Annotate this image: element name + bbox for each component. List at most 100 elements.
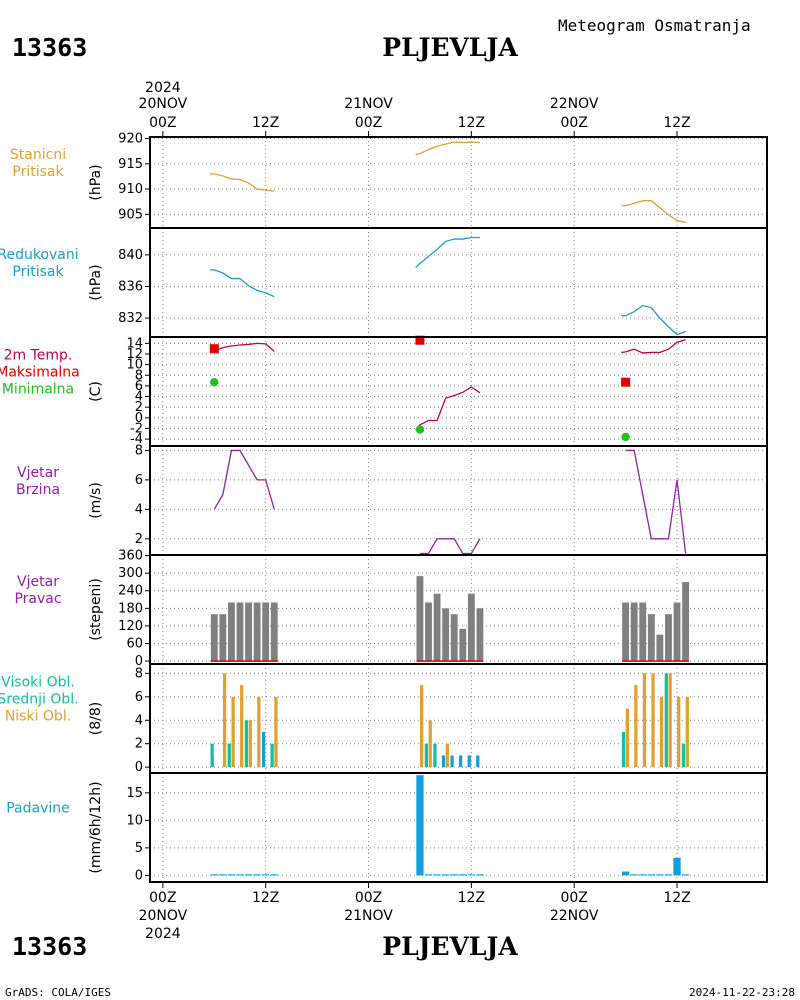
bar — [625, 708, 629, 768]
variable-label: Maksimalna — [0, 365, 80, 381]
bar — [677, 696, 681, 768]
bar — [673, 602, 681, 662]
y-tick-label: 836 — [118, 279, 143, 294]
y-tick-label: 0 — [135, 654, 143, 669]
bar — [445, 743, 449, 768]
bar — [673, 857, 681, 876]
y-tick-label: -2 — [130, 421, 143, 436]
bar — [244, 720, 249, 768]
top-hour-label: 12Z — [252, 115, 279, 131]
bar — [441, 755, 446, 768]
y-tick-label: 6 — [135, 690, 143, 705]
bottom-hour-label: 12Z — [252, 890, 279, 906]
series-line — [213, 449, 275, 510]
bar — [442, 874, 450, 876]
bar — [433, 593, 441, 662]
variable-label: Srednji Obl. — [0, 692, 79, 708]
max-temp-marker — [621, 377, 631, 387]
bar — [253, 602, 261, 662]
y-tick-label: -4 — [130, 432, 143, 447]
bar — [416, 775, 424, 876]
bar — [261, 731, 266, 768]
bar — [639, 602, 647, 662]
bar — [459, 874, 467, 876]
bar — [270, 874, 278, 876]
bar — [459, 755, 463, 768]
series-line — [415, 386, 481, 431]
y-unit-label: (mm/6h/12h) — [88, 781, 104, 873]
y-unit-label: (C) — [88, 381, 104, 402]
bar — [236, 874, 244, 876]
y-tick-label: 0 — [135, 411, 143, 426]
bar — [270, 743, 274, 768]
bar — [428, 720, 432, 768]
variable-label: 2m Temp. — [4, 348, 73, 364]
bar — [244, 874, 253, 876]
y-unit-label: (stepeni) — [88, 578, 104, 641]
footer-right: 2024-11-22-23:28 — [689, 986, 795, 999]
y-tick-label: 120 — [118, 619, 143, 634]
bar — [668, 673, 672, 768]
y-tick-label: 0 — [135, 760, 143, 775]
variable-label: Vjetar — [17, 465, 59, 481]
series-line — [415, 236, 480, 268]
bar — [433, 743, 437, 768]
min-temp-marker — [621, 432, 630, 442]
variable-label: Redukovani — [0, 247, 79, 263]
bar — [236, 602, 244, 662]
bar — [659, 696, 664, 768]
y-tick-label: 8 — [135, 666, 143, 681]
y-tick-label: 910 — [118, 182, 143, 197]
y-tick-label: 0 — [135, 868, 143, 883]
bottom-hour-label: 12Z — [458, 890, 485, 906]
variable-label: Minimalna — [2, 382, 74, 398]
bar — [467, 755, 471, 768]
y-tick-label: 2 — [135, 737, 143, 752]
series-line — [625, 449, 687, 554]
bar — [682, 581, 690, 662]
bar — [210, 614, 218, 662]
station-id-bottom: 13363 — [12, 932, 87, 961]
bar — [424, 874, 433, 876]
panel-5: 0 2 4 6 8 (8/8) Visoki Obl.Srednji Obl.Niski O… — [0, 663, 768, 775]
y-tick-label: 832 — [118, 311, 143, 326]
y-unit-label: (m/s) — [88, 482, 104, 519]
variable-label: Pritisak — [12, 164, 64, 180]
top-hour-label: 00Z — [560, 115, 587, 131]
bar — [664, 874, 673, 876]
y-tick-label: 14 — [126, 336, 143, 351]
bar — [433, 874, 441, 876]
variable-label: Pritisak — [12, 264, 64, 280]
y-tick-label: 8 — [135, 443, 143, 458]
top-date-label: 21NOV — [344, 96, 393, 112]
bar — [665, 614, 672, 662]
bar — [245, 602, 252, 662]
series-line — [621, 339, 686, 354]
station-name-top: PLJEVLJA — [382, 33, 518, 62]
bar — [681, 874, 690, 876]
y-unit-label: (8/8) — [88, 702, 104, 735]
y-tick-label: 300 — [118, 566, 143, 581]
variable-label: Stanicni — [10, 147, 66, 163]
bar — [630, 602, 638, 662]
variable-label: Padavine — [6, 801, 70, 817]
bar — [664, 673, 668, 768]
top-date-label: 22NOV — [550, 96, 599, 112]
bar — [227, 874, 236, 876]
top-hour-label: 00Z — [149, 115, 176, 131]
min-temp-marker — [210, 377, 219, 387]
y-tick-label: 6 — [135, 473, 143, 488]
bar — [210, 874, 218, 876]
y-tick-label: 360 — [118, 549, 143, 564]
bottom-year-label: 2024 — [145, 926, 181, 942]
y-tick-label: 4 — [135, 713, 143, 728]
bar — [630, 874, 638, 876]
bar — [210, 743, 214, 768]
y-unit-label: (hPa) — [88, 164, 104, 200]
top-hour-label: 00Z — [355, 115, 382, 131]
